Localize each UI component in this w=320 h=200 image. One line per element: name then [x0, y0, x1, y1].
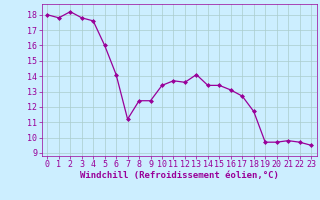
X-axis label: Windchill (Refroidissement éolien,°C): Windchill (Refroidissement éolien,°C): [80, 171, 279, 180]
